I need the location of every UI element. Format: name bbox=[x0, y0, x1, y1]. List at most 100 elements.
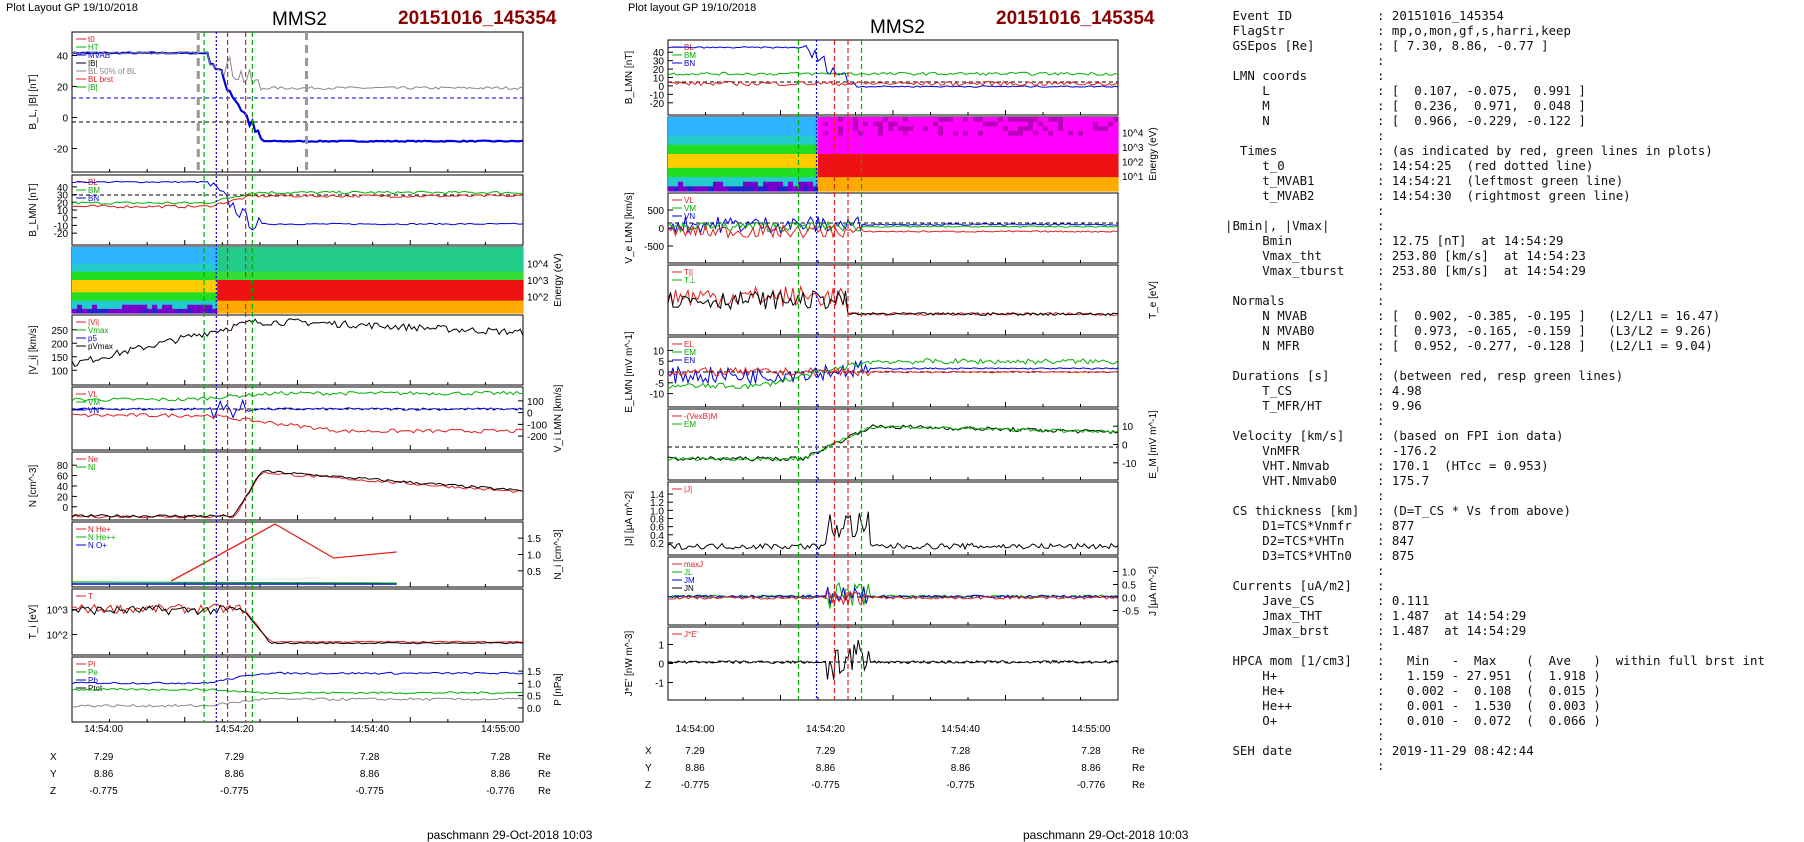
spectrogram-cell bbox=[387, 280, 394, 285]
spectrogram-cell bbox=[302, 292, 309, 298]
spectrogram-cell bbox=[457, 251, 464, 256]
spectrogram-cell bbox=[943, 167, 949, 174]
spectrogram-cell bbox=[462, 255, 469, 260]
spectrogram-cell bbox=[1098, 177, 1104, 183]
spectrogram-cell bbox=[918, 154, 924, 160]
spectrogram-cell bbox=[1073, 163, 1079, 169]
spectrogram-cell bbox=[372, 300, 379, 306]
spectrogram-cell bbox=[327, 292, 334, 298]
spectrogram-cell bbox=[227, 259, 233, 265]
spectrogram-cell bbox=[998, 130, 1004, 137]
spectrogram-cell bbox=[1048, 154, 1054, 160]
spectrogram-cell bbox=[482, 308, 489, 314]
spectrogram-cell bbox=[442, 292, 449, 298]
spectrogram-cell bbox=[928, 186, 934, 192]
spectrogram-cell bbox=[788, 130, 794, 137]
summary-row: N MVAB: [ 0.902, -0.385, -0.195 ] (L2/L1… bbox=[1225, 308, 1800, 323]
spectrogram-cell bbox=[1103, 135, 1109, 141]
spectrogram-cell bbox=[117, 292, 123, 298]
y-axis-label: B_L, |B| [nT] bbox=[28, 74, 39, 129]
spectrogram-cell bbox=[713, 149, 719, 155]
spectrogram-cell bbox=[142, 288, 148, 293]
spectrogram-cell bbox=[723, 172, 729, 178]
spectrogram-cell bbox=[127, 284, 133, 289]
legend-label: p5 bbox=[88, 334, 97, 343]
spectrogram-cell bbox=[237, 259, 243, 265]
spectrogram-cell bbox=[467, 300, 474, 306]
spectrogram-cell bbox=[127, 255, 133, 260]
spectrogram-cell bbox=[963, 154, 969, 160]
y-tick-label: 1.5 bbox=[527, 534, 541, 545]
bm-series bbox=[71, 190, 524, 205]
spectrogram-cell bbox=[808, 130, 814, 137]
spectrogram-cell bbox=[893, 135, 899, 141]
spectrogram-cell bbox=[122, 280, 128, 285]
summary-row: Jmax_brst: 1.487 at 14:54:29 bbox=[1225, 623, 1800, 638]
spectrogram-cell bbox=[738, 135, 744, 141]
spectrogram-cell bbox=[267, 247, 274, 252]
summary-value: : bbox=[1377, 293, 1385, 308]
spectrogram-cell bbox=[92, 296, 98, 302]
spectrogram-cell bbox=[317, 300, 324, 306]
spectrogram-cell bbox=[798, 144, 804, 150]
spectrogram-cell bbox=[928, 121, 934, 127]
spectrogram-cell bbox=[467, 255, 474, 260]
spectrogram-cell bbox=[668, 130, 674, 137]
spectrogram-cell bbox=[903, 117, 909, 123]
spectrogram-cell bbox=[883, 186, 889, 192]
spectrogram-cell bbox=[517, 263, 524, 269]
spectrogram-cell bbox=[417, 275, 424, 281]
spectrogram-cell bbox=[152, 275, 158, 281]
spectrogram-cell bbox=[748, 181, 754, 187]
spectrogram-cell bbox=[1098, 186, 1104, 192]
spectrogram-cell bbox=[342, 304, 349, 310]
spectrogram-cell bbox=[1018, 130, 1024, 137]
spectrogram-cell bbox=[472, 255, 479, 260]
spectrogram-cell bbox=[803, 186, 809, 192]
spectrogram-cell bbox=[132, 275, 138, 281]
spectrogram-cell bbox=[442, 304, 449, 310]
spectrogram-cell bbox=[397, 308, 404, 314]
spectrogram-cell bbox=[352, 300, 359, 306]
spectrogram-cell bbox=[477, 280, 484, 285]
spectrogram-cell bbox=[1063, 181, 1069, 187]
spectrogram-cell bbox=[998, 163, 1004, 169]
spectrogram-cell bbox=[1023, 121, 1029, 127]
spectrogram-cell bbox=[983, 186, 989, 192]
spectrogram-cell bbox=[447, 247, 454, 252]
spectrogram-cell bbox=[332, 296, 339, 302]
summary-key: HPCA mom [1/cm3] bbox=[1225, 653, 1352, 668]
spectrogram-cell bbox=[928, 144, 934, 150]
spectrogram-cell bbox=[367, 284, 374, 289]
spectrogram-cell bbox=[1058, 163, 1064, 169]
spectrogram-cell bbox=[437, 280, 444, 285]
spectrogram-cell bbox=[277, 247, 284, 252]
spectrogram-cell bbox=[467, 247, 474, 252]
spectrogram-cell bbox=[217, 255, 223, 260]
spectrogram-cell bbox=[487, 275, 494, 281]
spectrogram-cell bbox=[512, 304, 519, 310]
summary-key: He++ bbox=[1225, 698, 1293, 713]
spectrogram-cell bbox=[272, 308, 279, 314]
spectrogram-cell bbox=[718, 172, 724, 178]
spectrogram-cell bbox=[728, 181, 734, 187]
summary-value: : (as indicated by red, green lines in p… bbox=[1377, 143, 1713, 158]
spectrogram-cell bbox=[122, 251, 128, 256]
spectrogram-cell bbox=[763, 158, 769, 164]
summary-row: : bbox=[1225, 758, 1800, 773]
spectrogram-cell bbox=[417, 308, 424, 314]
spectrogram-cell bbox=[462, 304, 469, 310]
summary-value: : 20151016_145354 bbox=[1377, 8, 1504, 23]
spectrogram-cell bbox=[773, 149, 779, 155]
spectrogram-cell bbox=[172, 255, 178, 260]
spectrogram-cell bbox=[92, 288, 98, 293]
spectrogram-cell bbox=[272, 284, 279, 289]
spectrogram-cell bbox=[392, 304, 399, 310]
spectrogram-cell bbox=[883, 126, 889, 132]
spectrogram-cell bbox=[162, 271, 168, 277]
spectrogram-cell bbox=[267, 300, 274, 306]
spectrogram-cell bbox=[162, 288, 168, 293]
spectrogram-cell bbox=[988, 149, 994, 155]
spectrogram-cell bbox=[347, 288, 354, 293]
